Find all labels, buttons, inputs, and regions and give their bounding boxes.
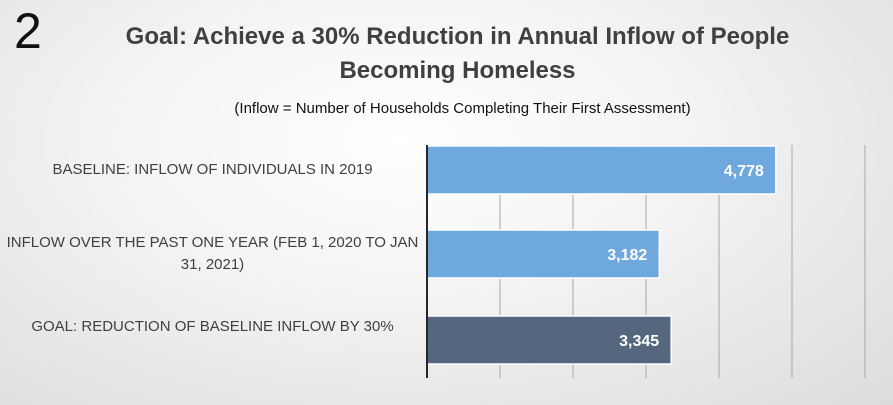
bar-value-label-0: 4,778 <box>724 163 764 180</box>
bar-value-label-2: 3,345 <box>619 333 659 350</box>
bar-value-label-1: 3,182 <box>607 247 647 264</box>
